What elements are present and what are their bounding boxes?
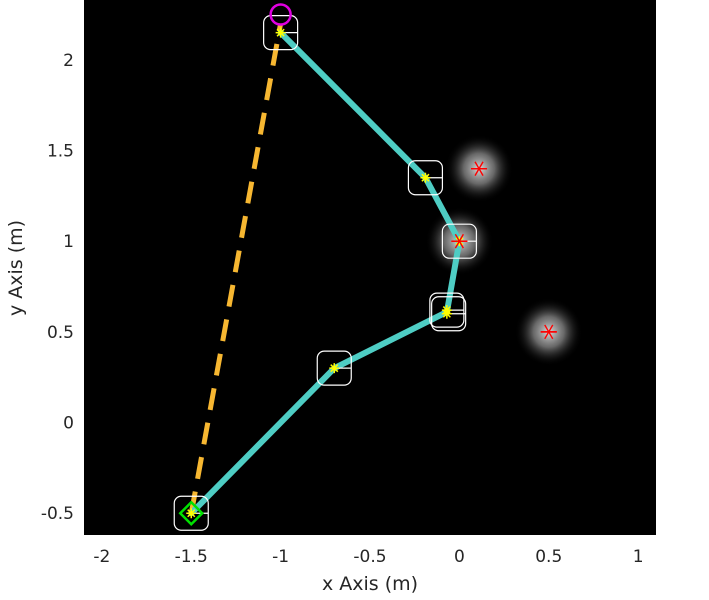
straight-line-dashed [188,23,284,514]
x-tick-label-6: 1 [633,547,644,567]
x-tick-label-5: 0.5 [535,547,562,567]
start-marker [178,500,205,527]
waypoint-marker-6 [275,27,286,38]
waypoint-marker-3 [441,308,452,319]
y-tick-label-4: 1.5 [47,142,74,162]
y-tick-label-3: 1 [63,232,74,252]
y-axis-label: y Axis (m) [5,220,27,316]
obstacle-marker-1 [451,233,468,249]
goal-marker [269,3,292,26]
x-tick-label-2: -1 [272,547,289,567]
planned-path [188,29,463,517]
obstacle-marker-2 [540,324,557,340]
x-tick-label-1: -1.5 [175,547,208,567]
y-tick-label-1: 0 [63,414,74,434]
x-axis-label: x Axis (m) [322,573,418,595]
waypoint-marker-1 [329,363,340,374]
x-tick-label-3: -0.5 [353,547,386,567]
waypoint-marker-0 [186,508,197,519]
y-tick-label-0: -0.5 [41,504,74,524]
y-tick-label-5: 2 [63,51,74,71]
plot-area [84,0,656,535]
plot-layer [173,3,583,531]
obstacle-marker-0 [471,161,488,176]
y-tick-label-2: 0.5 [47,323,74,343]
x-tick-label-0: -2 [93,547,110,567]
x-tick-label-4: 0 [454,547,465,567]
waypoint-marker-5 [420,172,431,183]
tick-layer: -2 -1.5 -1 -0.5 0 0.5 1 -0.5 0 0.5 1 1.5 2 [41,51,644,567]
